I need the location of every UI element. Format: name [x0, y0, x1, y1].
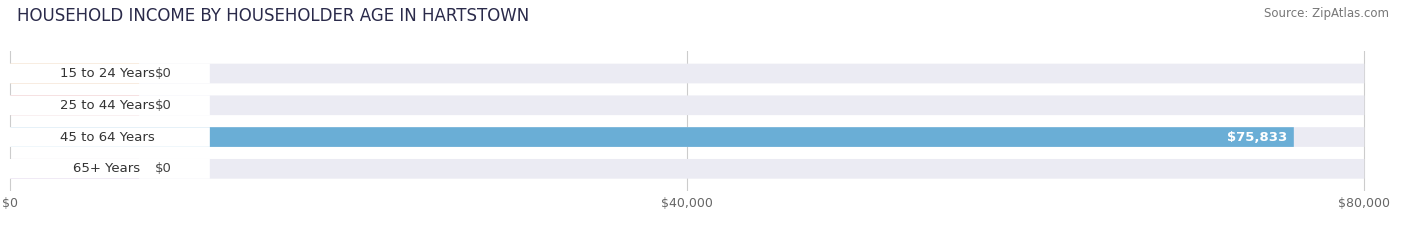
- Text: Source: ZipAtlas.com: Source: ZipAtlas.com: [1264, 7, 1389, 20]
- Text: $0: $0: [155, 99, 172, 112]
- FancyBboxPatch shape: [10, 64, 1364, 83]
- FancyBboxPatch shape: [6, 159, 209, 179]
- Text: $0: $0: [155, 67, 172, 80]
- Text: 25 to 44 Years: 25 to 44 Years: [59, 99, 155, 112]
- FancyBboxPatch shape: [10, 64, 139, 83]
- Text: 45 to 64 Years: 45 to 64 Years: [59, 130, 155, 144]
- FancyBboxPatch shape: [6, 127, 209, 147]
- Text: $75,833: $75,833: [1227, 130, 1286, 144]
- FancyBboxPatch shape: [10, 96, 139, 115]
- FancyBboxPatch shape: [10, 159, 1364, 179]
- FancyBboxPatch shape: [6, 64, 209, 83]
- Text: 15 to 24 Years: 15 to 24 Years: [59, 67, 155, 80]
- Text: $0: $0: [155, 162, 172, 175]
- Text: 65+ Years: 65+ Years: [73, 162, 141, 175]
- FancyBboxPatch shape: [10, 159, 139, 179]
- Text: HOUSEHOLD INCOME BY HOUSEHOLDER AGE IN HARTSTOWN: HOUSEHOLD INCOME BY HOUSEHOLDER AGE IN H…: [17, 7, 529, 25]
- FancyBboxPatch shape: [10, 127, 1294, 147]
- FancyBboxPatch shape: [6, 96, 209, 115]
- FancyBboxPatch shape: [10, 96, 1364, 115]
- FancyBboxPatch shape: [10, 127, 1364, 147]
